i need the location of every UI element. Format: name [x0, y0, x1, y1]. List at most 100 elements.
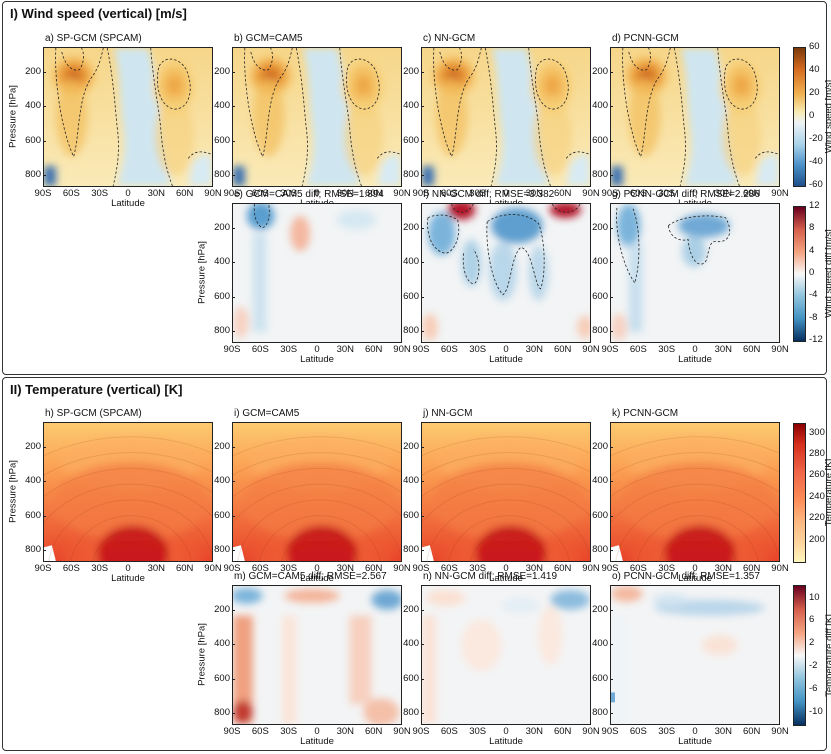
x-tick-label: 60N — [553, 726, 572, 737]
x-tick-label: 60S — [62, 188, 80, 199]
x-tick-label: 60N — [553, 188, 572, 199]
contour-line — [422, 436, 590, 457]
y-tick-mark — [610, 447, 613, 448]
x-tick-label: 90N — [204, 563, 222, 574]
x-tick-label: 30N — [714, 188, 733, 199]
colorbar-gradient — [794, 48, 805, 186]
colorbar-winddiff — [793, 206, 806, 342]
y-tick-mark — [232, 106, 235, 107]
panel-m-field — [233, 586, 401, 724]
x-tick-label: 60S — [251, 563, 269, 574]
x-tick-label: 90S — [412, 188, 430, 199]
contour-line — [426, 499, 590, 561]
colorbar-tick-label: 200 — [809, 533, 825, 545]
panel-g-field — [611, 204, 779, 342]
wind-speed-section: I) Wind speed (vertical) [m/s] — [2, 1, 827, 375]
warm-core — [664, 525, 736, 561]
x-tick-label: 30N — [147, 188, 166, 199]
colorbar-tick-label: -12 — [809, 334, 823, 345]
x-tick-label: 0 — [692, 188, 698, 199]
y-tick-mark — [421, 447, 424, 448]
x-tick-label: 0 — [503, 726, 509, 737]
y-tick-mark — [43, 106, 46, 107]
y-tick-label: 800 — [592, 544, 608, 555]
colorbar-tick-label: 300 — [809, 426, 825, 438]
y-tick-mark — [421, 516, 424, 517]
y-tick-mark — [610, 72, 613, 73]
x-tick-label: 30N — [525, 726, 544, 737]
x-tick-label: 60S — [62, 563, 80, 574]
panel-h-field — [44, 423, 212, 561]
y-axis-label: Pressure [hPa] — [7, 460, 19, 523]
y-tick-mark — [421, 610, 424, 611]
easterly-region — [188, 154, 212, 186]
panel-h — [43, 422, 213, 562]
colorbar-tick-label: -20 — [809, 133, 823, 144]
x-tick-label: 30S — [658, 726, 676, 737]
x-tick-label: 90N — [393, 563, 411, 574]
colorbar-tick-label: 60 — [809, 41, 820, 52]
contour-line — [376, 151, 401, 159]
contour-line — [422, 483, 590, 524]
x-tick-label: 30N — [336, 563, 355, 574]
contour-line — [433, 48, 482, 158]
contour-line — [44, 452, 212, 476]
x-axis-label: Latitude — [111, 198, 145, 209]
y-tick-mark — [610, 550, 613, 551]
y-tick-label: 600 — [214, 673, 230, 684]
panel-b — [232, 47, 402, 187]
x-tick-label: 60S — [251, 726, 269, 737]
colorbar-tick-label: -60 — [809, 179, 823, 190]
contour-line — [535, 58, 569, 110]
panel-f — [421, 203, 591, 343]
missing-data — [422, 545, 434, 561]
contour-line — [565, 151, 590, 159]
easterly-region — [755, 154, 779, 186]
negative-anomaly — [616, 204, 641, 248]
colorbar-tick-label: 0 — [809, 267, 815, 278]
negative-anomaly — [628, 243, 643, 333]
x-tick-label: 60S — [629, 344, 647, 355]
y-tick-mark — [43, 72, 46, 73]
colorbar-tick-label: -2 — [809, 660, 818, 672]
x-tick-label: 90N — [582, 344, 600, 355]
x-tick-label: 60N — [742, 188, 761, 199]
positive-anomaly — [290, 215, 311, 252]
y-tick-label: 800 — [214, 544, 230, 555]
contour-line — [106, 48, 119, 186]
y-tick-mark — [610, 644, 613, 645]
x-tick-label: 60S — [251, 188, 269, 199]
y-tick-label: 400 — [25, 475, 41, 486]
positive-anomaly — [422, 313, 438, 342]
x-tick-label: 0 — [503, 563, 509, 574]
panel-title-m: m) GCM=CAM5 diff; RMSE=2.567 — [234, 571, 387, 582]
panel-title-n: n) NN-GCM diff; RMSE=1.419 — [423, 571, 558, 582]
x-tick-label: 90N — [582, 563, 600, 574]
x-tick-label: 60N — [364, 563, 383, 574]
y-tick-label: 800 — [592, 707, 608, 718]
contour-line — [61, 48, 84, 71]
colorbar-wind — [793, 47, 806, 187]
y-tick-mark — [610, 331, 613, 332]
x-tick-label: 30N — [525, 188, 544, 199]
x-tick-label: 0 — [692, 563, 698, 574]
negative-anomaly — [678, 213, 730, 238]
antarctic-blue — [611, 166, 623, 186]
colorbar-label: Temperature [K] — [823, 458, 831, 527]
y-tick-mark — [610, 713, 613, 714]
y-tick-label: 800 — [403, 169, 419, 180]
y-tick-label: 800 — [592, 325, 608, 336]
x-tick-label: 90S — [412, 344, 430, 355]
y-tick-label: 200 — [214, 604, 230, 615]
y-tick-label: 800 — [592, 169, 608, 180]
contour-line — [484, 48, 497, 186]
y-tick-label: 400 — [592, 100, 608, 111]
contour-line — [150, 48, 173, 186]
panel-e-field — [233, 204, 401, 342]
y-tick-label: 600 — [25, 510, 41, 521]
x-tick-label: 60N — [364, 726, 383, 737]
x-tick-label: 30S — [280, 344, 298, 355]
colorbar-tick-label: 8 — [809, 222, 815, 234]
x-tick-label: 90S — [601, 344, 619, 355]
y-tick-mark — [610, 228, 613, 229]
